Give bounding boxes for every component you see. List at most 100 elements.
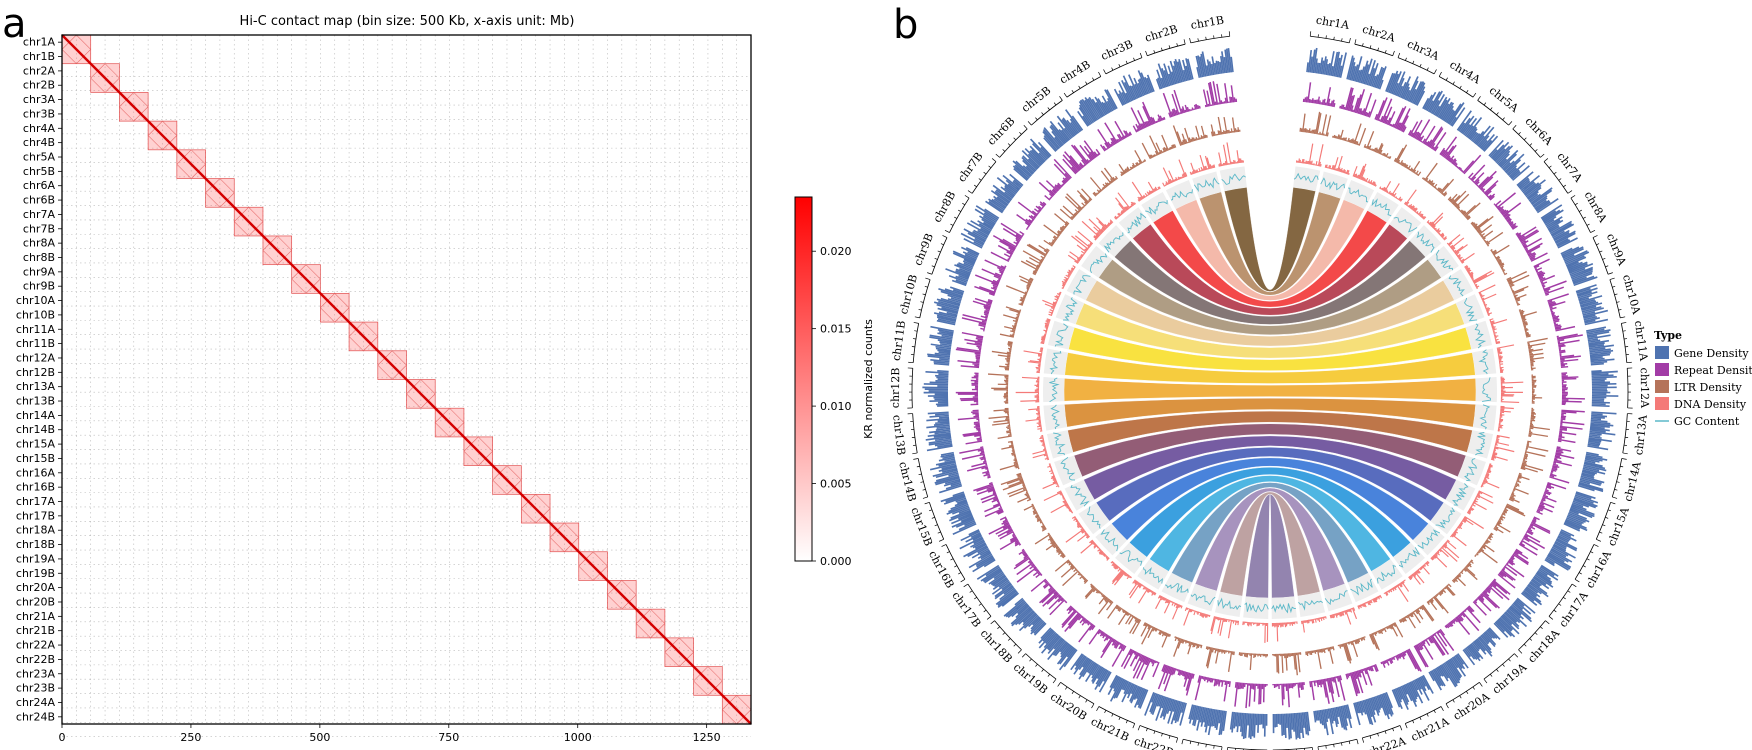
chromosome-label: chr2A <box>1361 23 1398 45</box>
chromosome-axis <box>1190 35 1230 44</box>
hic-x-tick-label: 250 <box>180 731 201 744</box>
chromosome-tick <box>1502 663 1505 667</box>
dna-density-bars <box>1490 434 1515 461</box>
chromosome-tick <box>925 277 931 280</box>
chromosome-tick <box>1412 720 1415 724</box>
chromosome-tick <box>1392 728 1394 732</box>
chromosome-tick <box>954 216 958 219</box>
chromosome-tick <box>974 597 977 600</box>
chromosome-axis <box>1362 725 1401 739</box>
hic-plot-frame <box>61 34 752 725</box>
chromosome-label: chr8B <box>931 189 959 225</box>
gc-track-background <box>1161 572 1193 603</box>
circos-links <box>1063 187 1477 599</box>
ltr-density-bars <box>1393 144 1422 177</box>
dna-density-bars <box>1271 621 1298 642</box>
chromosome-tick <box>920 301 924 303</box>
synteny-link <box>1095 447 1445 522</box>
chromosome-tick <box>1419 716 1422 721</box>
chromosome-tick <box>1621 458 1627 460</box>
chromosome-tick <box>1620 465 1624 468</box>
gc-content-line <box>1376 564 1396 584</box>
chromosome-tick <box>1002 632 1006 635</box>
synteny-link <box>1175 199 1365 301</box>
chromosome-tick <box>1607 509 1611 512</box>
chromosome-tick <box>1452 81 1455 85</box>
chromosome-label: chr17A <box>1557 588 1592 629</box>
chromosome-tick <box>1567 590 1571 593</box>
gc-content-line <box>1143 566 1163 584</box>
hic-y-tick-label: chr15A <box>16 438 56 451</box>
chromosome-label: chr3A <box>1405 37 1442 63</box>
dna-density-bars <box>1480 463 1500 489</box>
chromosome-tick <box>1053 102 1057 106</box>
gc-content-line <box>1448 275 1465 297</box>
gene-density-bars <box>1012 138 1052 181</box>
dna-density-bars <box>1155 594 1183 620</box>
chromosome-tick <box>1412 60 1415 64</box>
chromosome-tick <box>963 583 969 588</box>
hic-y-tick-label: chr22B <box>16 653 55 666</box>
dna-density-bars <box>1403 189 1427 220</box>
dna-density-bars <box>1061 265 1076 290</box>
synteny-link <box>1064 352 1476 384</box>
chromosome-label: chr10A <box>1620 273 1643 316</box>
chromosome-tick <box>1579 209 1582 212</box>
repeat-density-bars <box>1547 293 1576 332</box>
dna-density-bars <box>1357 594 1383 610</box>
chromosome-tick <box>978 603 982 606</box>
hic-y-tick-label: chr10A <box>16 294 56 307</box>
chromosome-tick <box>1548 616 1554 620</box>
chromosome-tick <box>1502 117 1505 121</box>
circos-panel: chr1A chr2Achr3Achr4Achr5Achr6Achr7Achr8A… <box>889 14 1651 750</box>
chromosome-tick <box>1472 686 1475 690</box>
synteny-link <box>1132 223 1408 316</box>
chromosome-tick <box>1333 36 1335 40</box>
chromosome-tick <box>950 558 954 561</box>
dna-density-bars <box>1080 539 1110 561</box>
gc-track-background <box>1297 591 1326 617</box>
hic-x-ticks: 0 250 500 750 1000 1250 <box>59 724 721 744</box>
chromosome-label: chr4A <box>1447 58 1483 87</box>
ltr-density-bars <box>1272 652 1302 676</box>
hic-y-tick-label: chr20A <box>16 581 56 594</box>
gene-density-bars <box>922 369 949 407</box>
repeat-density-bars <box>1413 628 1455 668</box>
chromosome-label: chr11A <box>1632 320 1651 363</box>
chromosome-tick <box>1362 737 1364 743</box>
chromosome-tick <box>978 178 982 181</box>
chromosome-axis <box>1620 323 1628 363</box>
chromosome-tick <box>1574 579 1580 583</box>
gc-content-line <box>1371 198 1392 217</box>
chromosome-tick <box>1614 489 1618 491</box>
repeat-density-bars <box>1120 648 1160 681</box>
chromosome-tick <box>1618 473 1622 476</box>
hic-y-tick-label: chr2A <box>23 64 56 77</box>
chromosome-tick <box>1620 316 1626 319</box>
chromosome-label: chr9B <box>911 231 936 267</box>
chromosome-tick <box>1384 730 1387 734</box>
gc-content-line <box>1435 249 1454 271</box>
chromosome-tick <box>1466 90 1469 93</box>
chromosome-tick <box>913 322 919 324</box>
gc-content-line <box>1324 590 1348 606</box>
repeat-density-bars <box>988 516 1022 551</box>
gene-density-bars <box>1346 55 1387 90</box>
chromosome-tick <box>1369 735 1372 739</box>
chromosome-tick <box>1578 572 1582 575</box>
chromosome-tick <box>1426 67 1429 71</box>
chromosome-label: chr20B <box>1048 690 1089 723</box>
chromosome-tick <box>1570 195 1576 199</box>
chromosome-tick <box>1571 583 1577 588</box>
gc-content-line <box>1053 432 1066 456</box>
chromosome-tick <box>990 620 995 625</box>
chromosome-label: chr12B <box>889 368 902 409</box>
chromosome-axis <box>1512 128 1541 158</box>
chromosome-label: chr1A <box>1315 14 1351 33</box>
panel-b-label: b <box>893 2 918 48</box>
repeat-density-bars <box>1202 81 1238 108</box>
chromosome-tick <box>1348 741 1351 745</box>
ltr-density-bars <box>1059 188 1093 221</box>
gene-density-bars <box>1488 139 1530 181</box>
ltr-density-bars <box>1451 559 1478 587</box>
